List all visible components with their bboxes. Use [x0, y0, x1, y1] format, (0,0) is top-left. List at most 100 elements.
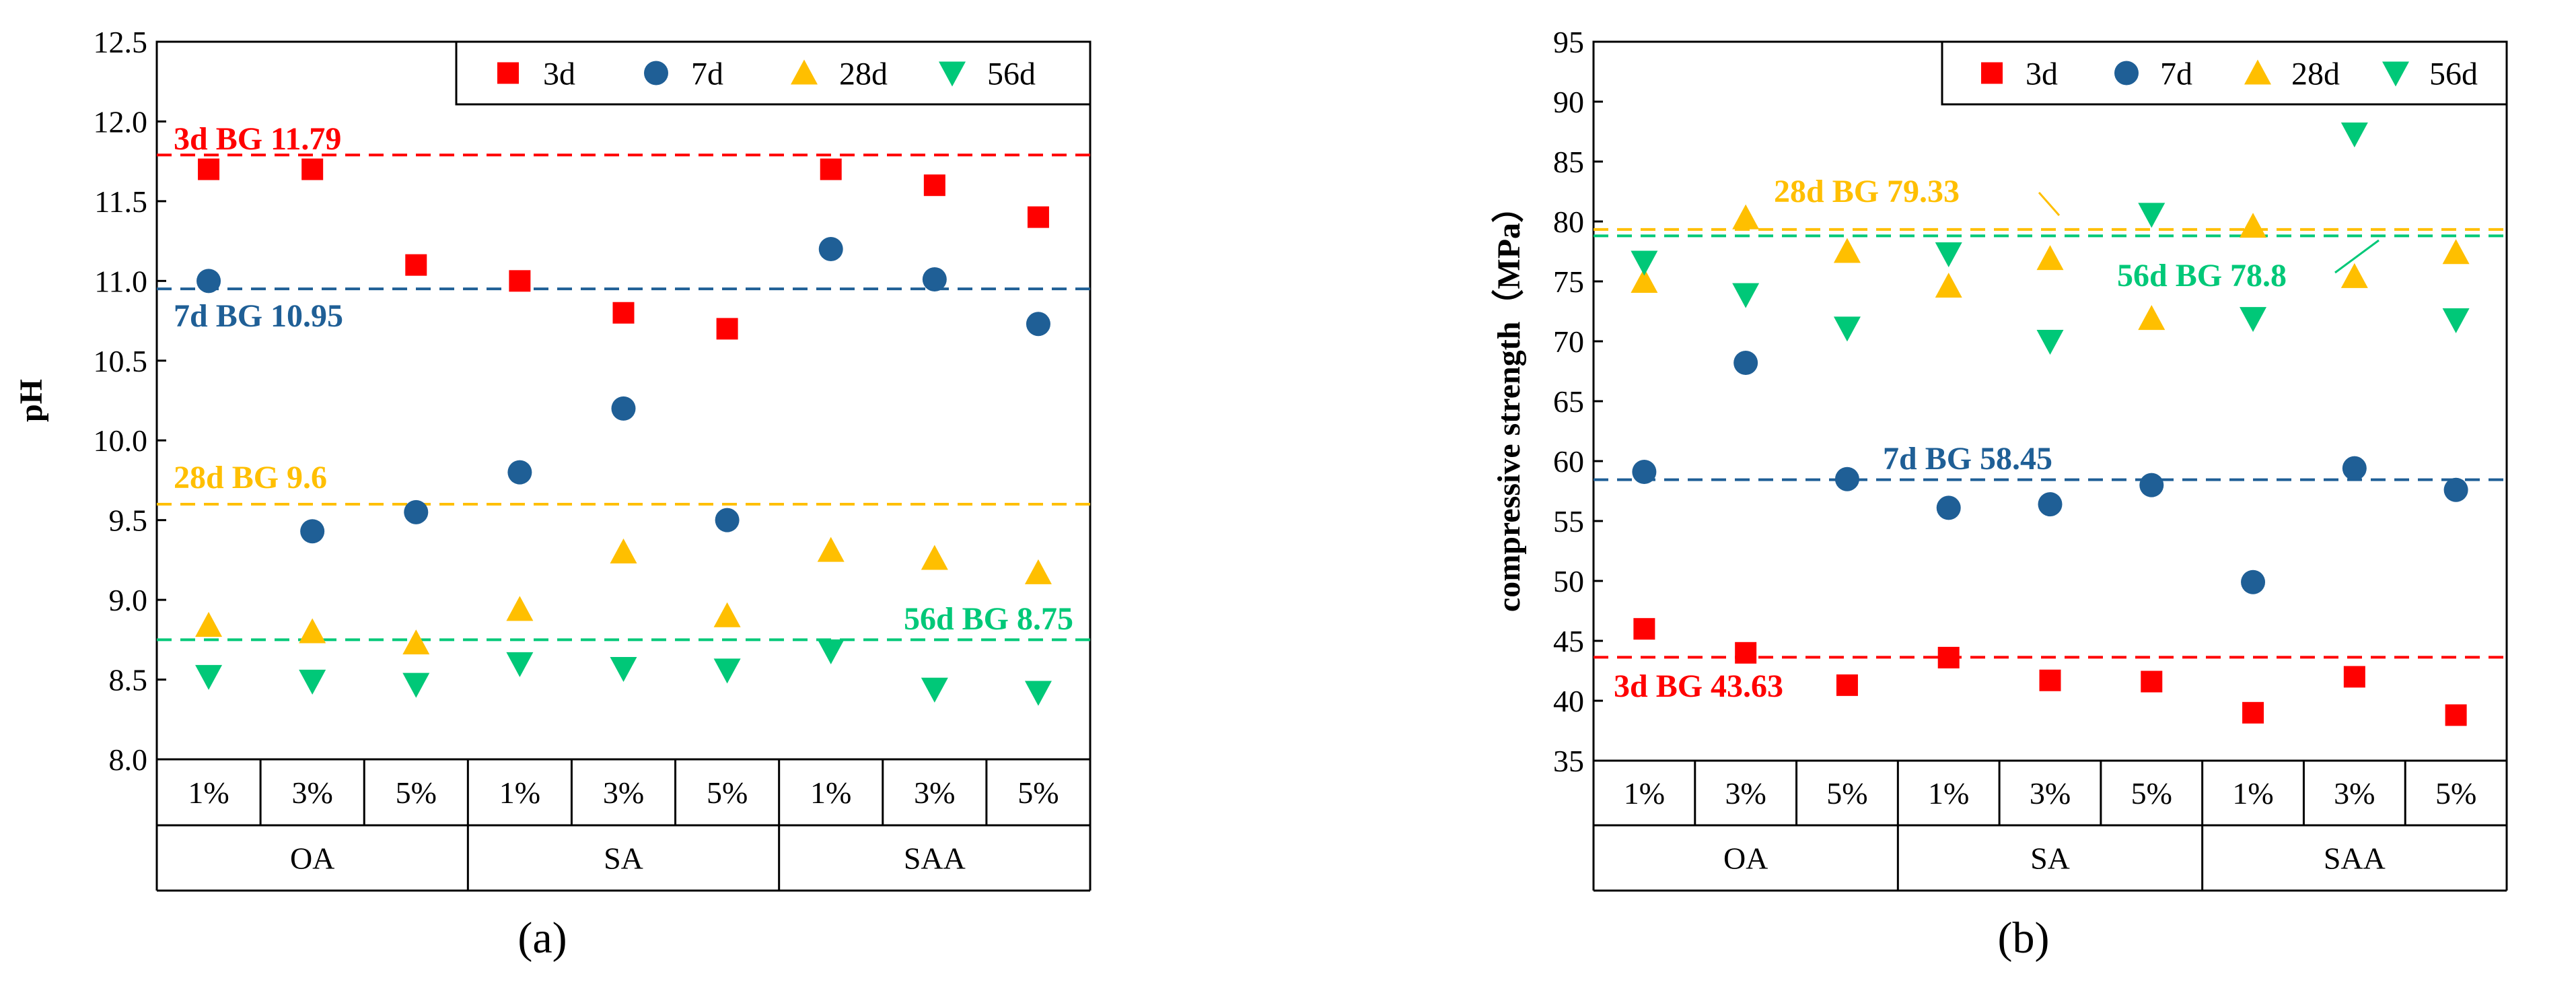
- category-label: 1%: [499, 775, 540, 810]
- point-7d: [300, 519, 325, 544]
- y-tick-label: 12.0: [94, 104, 148, 139]
- point-56d: [1024, 681, 1052, 706]
- legend-marker-3d: [1981, 62, 2003, 84]
- y-tick-label: 10.5: [94, 344, 148, 378]
- y-tick-label: 60: [1553, 444, 1584, 479]
- series-56d: [195, 639, 1052, 706]
- point-28d: [1833, 238, 1861, 263]
- category-label: 3%: [292, 775, 333, 810]
- category-label: 3%: [914, 775, 955, 810]
- point-28d: [2240, 213, 2267, 238]
- category-label: 3%: [1725, 776, 1766, 810]
- point-3d: [198, 158, 220, 180]
- y-tick-label: 10.0: [94, 423, 148, 458]
- baseline-leader-28d: [2038, 192, 2061, 216]
- point-3d: [1633, 618, 1655, 640]
- point-56d: [506, 652, 534, 677]
- point-28d: [1935, 273, 1962, 298]
- y-tick-label: 45: [1553, 624, 1584, 658]
- category-label: 1%: [810, 775, 851, 810]
- y-axis-label: compressive strength（MPa）: [1491, 191, 1527, 612]
- group-label: SAA: [904, 841, 966, 876]
- y-tick-label: 8.0: [109, 742, 148, 777]
- point-28d: [921, 545, 948, 570]
- point-56d: [195, 664, 223, 690]
- y-axis-label: pH: [13, 379, 49, 422]
- category-label: 3%: [2334, 776, 2375, 810]
- point-56d: [1732, 283, 1760, 308]
- series-7d: [1632, 351, 2468, 594]
- point-7d: [2241, 569, 2266, 594]
- point-28d: [2138, 305, 2166, 331]
- point-3d: [820, 158, 842, 180]
- point-28d: [299, 618, 326, 644]
- point-28d: [1631, 268, 1658, 293]
- category-label: 1%: [2232, 776, 2273, 810]
- point-7d: [2443, 477, 2468, 502]
- point-56d: [2036, 330, 2064, 355]
- legend: 3d 7d 28d 56d: [455, 40, 1092, 106]
- y-tick-label: 40: [1553, 684, 1584, 718]
- category-label: 5%: [707, 775, 748, 810]
- category-label: 1%: [188, 775, 229, 810]
- legend-marker-3d: [497, 62, 519, 84]
- legend-label-3d: 3d: [543, 57, 575, 92]
- point-3d: [1027, 206, 1049, 228]
- group-label: OA: [290, 841, 334, 876]
- legend-label-56d: 56d: [987, 57, 1036, 92]
- baseline-label-7d: 7d BG 58.45: [1883, 441, 2052, 477]
- y-tick-label: 8.5: [109, 663, 148, 697]
- y-tick-label: 75: [1553, 265, 1584, 299]
- y-tick-label: 50: [1553, 564, 1584, 598]
- y-tick-label: 55: [1553, 504, 1584, 539]
- point-3d: [1836, 674, 1858, 696]
- point-3d: [612, 302, 635, 324]
- legend-label-28d: 28d: [2291, 57, 2340, 92]
- point-3d: [2445, 704, 2467, 726]
- point-56d: [2442, 308, 2470, 333]
- category-table: 1% 3% 5% 1% 3% 5% 1% 3% 5% OA SA SAA: [155, 759, 1092, 892]
- y-tick-label: 9.5: [109, 504, 148, 538]
- group-label: OA: [1723, 841, 1768, 876]
- point-56d: [2138, 203, 2166, 228]
- point-7d: [715, 508, 740, 532]
- y-tick-label: 35: [1553, 744, 1584, 778]
- point-3d: [301, 158, 324, 180]
- chart-panel-a: 8.0 8.5 9.0 9.5 10.0 10.5 11.0 11.5 12.0 12.5 pH 1%…: [13, 25, 1092, 963]
- point-7d: [1026, 312, 1050, 337]
- point-28d: [1024, 559, 1052, 584]
- legend-label-3d: 3d: [2026, 57, 2058, 92]
- category-label: 3%: [603, 775, 644, 810]
- y-tick-label: 65: [1553, 384, 1584, 419]
- category-label: 5%: [396, 775, 437, 810]
- point-28d: [610, 539, 637, 564]
- point-7d: [1733, 351, 1758, 376]
- point-7d: [404, 499, 429, 524]
- category-label: 5%: [1826, 776, 1867, 810]
- point-3d: [1735, 642, 1757, 664]
- point-7d: [2038, 492, 2063, 517]
- category-table: 1% 3% 5% 1% 3% 5% 1% 3% 5% OA SA SAA: [1592, 761, 2508, 892]
- legend-marker-56d: [939, 61, 966, 87]
- point-3d: [2343, 666, 2365, 688]
- category-label: 1%: [1928, 776, 1969, 810]
- point-28d: [2340, 263, 2368, 288]
- point-56d: [713, 658, 741, 684]
- legend-box: [455, 40, 1092, 106]
- point-56d: [1631, 250, 1658, 276]
- baseline-leader-56d: [2334, 239, 2380, 274]
- plot-frame: [1592, 40, 2508, 762]
- panel-label: (b): [1998, 913, 2050, 963]
- point-28d: [817, 537, 845, 562]
- point-7d: [1632, 460, 1657, 485]
- legend-marker-7d: [644, 61, 668, 85]
- category-label: 5%: [2131, 776, 2172, 810]
- group-label: SAA: [2324, 841, 2386, 876]
- point-56d: [921, 677, 948, 703]
- category-label: 5%: [2435, 776, 2476, 810]
- baseline-label-28d: 28d BG 79.33: [1774, 174, 1960, 209]
- series-7d: [196, 236, 1050, 544]
- point-3d: [2242, 701, 2264, 724]
- point-56d: [817, 639, 845, 664]
- point-28d: [195, 612, 223, 637]
